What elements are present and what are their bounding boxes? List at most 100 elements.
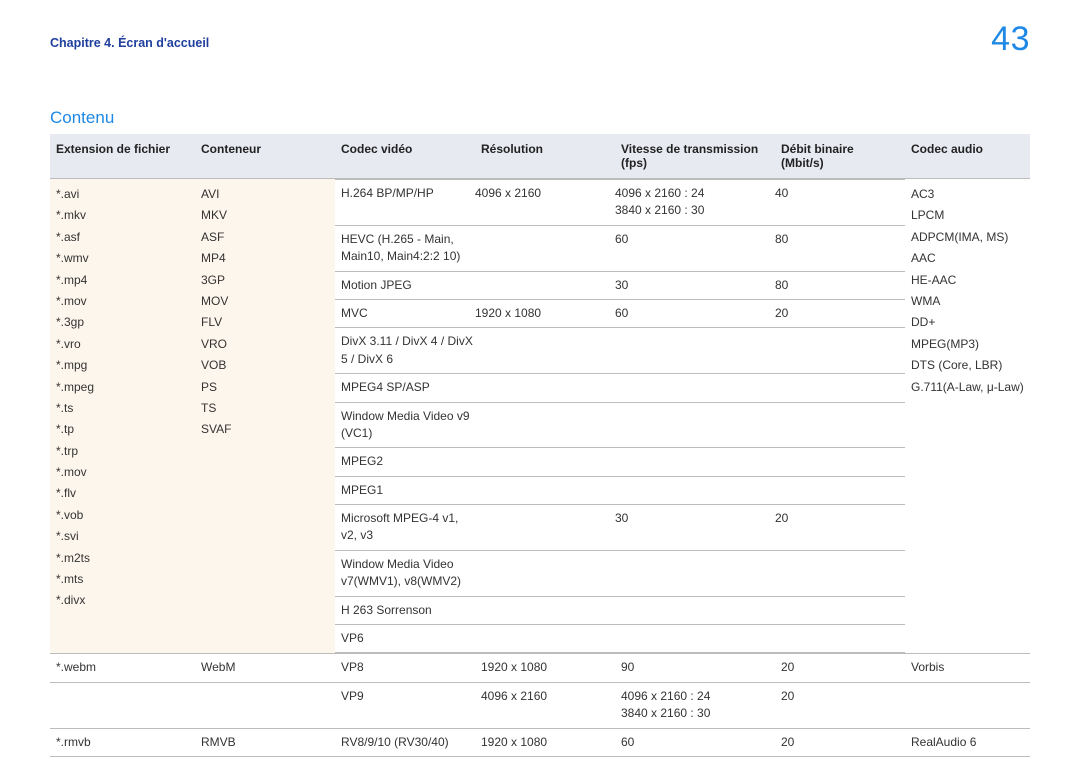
list-item: *.tp [56,419,189,440]
list-item: VRO [201,334,329,355]
list-item: *.mov [56,291,189,312]
list-item: *.mp4 [56,270,189,291]
codec-fps: 30 [615,271,775,299]
list-item: *.asf [56,227,189,248]
cell-extension [50,682,195,728]
list-item: MOV [201,291,329,312]
codec-bitrate [775,402,905,448]
cell-extension: *.rmvb [50,728,195,756]
section-title: Contenu [50,108,1030,128]
page-number: 43 [991,20,1030,59]
codec-spec-table: Extension de fichier Conteneur Codec vid… [50,134,1030,757]
list-item: 3GP [201,270,329,291]
cell-container: WebM [195,654,335,682]
codec-name: H 263 Sorrenson [335,596,475,624]
list-item: G.711(A-Law, μ-Law) [911,377,1024,398]
table-row: *.webm WebM VP8 1920 x 1080 90 20 Vorbis [50,654,1030,682]
codec-fps [615,328,775,374]
document-page: Chapitre 4. Écran d'accueil 43 Contenu E… [0,0,1080,763]
cell-extensions: *.avi*.mkv*.asf*.wmv*.mp4*.mov*.3gp*.vro… [50,179,195,654]
codec-bitrate: 40 [775,180,905,226]
codec-res [475,505,615,551]
codec-bitrate: 20 [775,299,905,327]
codec-bitrate [775,550,905,596]
list-item: *.3gp [56,312,189,333]
codec-bitrate [775,476,905,504]
codec-name: Motion JPEG [335,271,475,299]
cell-resolution: 1920 x 1080 [475,728,615,756]
cell-bitrate: 20 [775,654,905,682]
cell-extension: *.webm [50,654,195,682]
codec-bitrate: 80 [775,225,905,271]
table-row: VP9 4096 x 2160 4096 x 2160 : 243840 x 2… [50,682,1030,728]
list-item: PS [201,377,329,398]
list-item: VOB [201,355,329,376]
list-item: TS [201,398,329,419]
codec-fps [615,448,775,476]
list-item: LPCM [911,205,1024,226]
codec-bitrate [775,625,905,653]
cell-container: RMVB [195,728,335,756]
list-item: MKV [201,205,329,226]
codec-bitrate [775,328,905,374]
codec-fps [615,596,775,624]
codec-name: MPEG1 [335,476,475,504]
codec-row: MVC1920 x 10806020 [335,299,905,327]
list-item: *.mts [56,569,189,590]
table-header-row: Extension de fichier Conteneur Codec vid… [50,134,1030,179]
codec-row: MPEG1 [335,476,905,504]
list-item: ASF [201,227,329,248]
cell-video-codec: RV8/9/10 (RV30/40) [335,728,475,756]
list-item: *.mpg [56,355,189,376]
codec-row: Microsoft MPEG-4 v1, v2, v33020 [335,505,905,551]
codec-fps [615,402,775,448]
codec-res [475,625,615,653]
table-row: *.avi*.mkv*.asf*.wmv*.mp4*.mov*.3gp*.vro… [50,179,1030,654]
cell-audio-codec: Vorbis [905,654,1030,682]
cell-bitrate: 20 [775,682,905,728]
list-item: *.vro [56,334,189,355]
list-item: AAC [911,248,1024,269]
codec-bitrate [775,374,905,402]
list-item: DD+ [911,312,1024,333]
codec-name: DivX 3.11 / DivX 4 / DivX 5 / DivX 6 [335,328,475,374]
list-item: AVI [201,184,329,205]
codec-row: Motion JPEG3080 [335,271,905,299]
codec-name: H.264 BP/MP/HP [335,180,475,226]
col-resolution: Résolution [475,134,615,179]
codec-res [475,271,615,299]
list-item: *.vob [56,505,189,526]
codec-res [475,374,615,402]
codec-bitrate [775,448,905,476]
codec-name: Window Media Video v7(WMV1), v8(WMV2) [335,550,475,596]
list-item: *.flv [56,483,189,504]
codec-res [475,596,615,624]
codec-name: MVC [335,299,475,327]
codec-row: HEVC (H.265 - Main, Main10, Main4:2:2 10… [335,225,905,271]
list-item: AC3 [911,184,1024,205]
list-item: *.svi [56,526,189,547]
table-row: *.rmvb RMVB RV8/9/10 (RV30/40) 1920 x 10… [50,728,1030,756]
codec-fps: 60 [615,225,775,271]
codec-name: Microsoft MPEG-4 v1, v2, v3 [335,505,475,551]
codec-row: H 263 Sorrenson [335,596,905,624]
codec-row: MPEG2 [335,448,905,476]
codec-fps [615,476,775,504]
codec-bitrate: 20 [775,505,905,551]
codec-fps [615,374,775,402]
cell-audio-codecs: AC3LPCMADPCM(IMA, MS)AACHE-AACWMADD+MPEG… [905,179,1030,654]
video-codec-inner-table: H.264 BP/MP/HP4096 x 21604096 x 2160 : 2… [335,179,905,653]
codec-name: VP6 [335,625,475,653]
codec-res [475,402,615,448]
list-item: MPEG(MP3) [911,334,1024,355]
col-bitrate: Débit binaire (Mbit/s) [775,134,905,179]
cell-video-codec: VP9 [335,682,475,728]
codec-res [475,448,615,476]
codec-name: HEVC (H.265 - Main, Main10, Main4:2:2 10… [335,225,475,271]
codec-row: DivX 3.11 / DivX 4 / DivX 5 / DivX 6 [335,328,905,374]
cell-resolution: 1920 x 1080 [475,654,615,682]
cell-audio-codec: RealAudio 6 [905,728,1030,756]
cell-container [195,682,335,728]
codec-row: H.264 BP/MP/HP4096 x 21604096 x 2160 : 2… [335,180,905,226]
codec-fps [615,625,775,653]
